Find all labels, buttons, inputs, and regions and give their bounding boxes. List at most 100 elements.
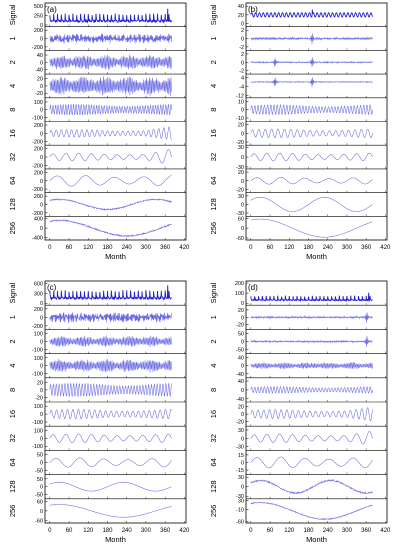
y-tick-label: -50 xyxy=(236,347,244,353)
row-label: 1 xyxy=(8,36,17,40)
y-tick-label: -10 xyxy=(236,508,244,514)
y-tick-label: 0 xyxy=(40,461,43,467)
x-tick-label: 240 xyxy=(323,528,334,534)
panel-label: (b) xyxy=(248,5,258,14)
series-line xyxy=(49,457,172,468)
series-line xyxy=(250,312,373,323)
series-line xyxy=(250,478,373,495)
series-line xyxy=(49,285,173,301)
series-line xyxy=(49,76,172,96)
y-tick-label: 0 xyxy=(241,388,244,394)
y-tick-label: 0 xyxy=(40,364,43,370)
y-tick-label: -20 xyxy=(236,323,244,329)
y-tick-label: -30 xyxy=(236,165,244,171)
x-axis-label: Month xyxy=(306,535,327,544)
y-tick-label: -20 xyxy=(236,140,244,146)
y-tick-label: 400 xyxy=(34,217,43,223)
series-line xyxy=(49,126,172,141)
row-label: 256 xyxy=(8,222,17,235)
row-label: 4 xyxy=(8,364,17,368)
x-tick-label: 420 xyxy=(179,528,190,534)
row-label: 256 xyxy=(209,222,218,235)
y-tick-label: 2 xyxy=(241,28,244,34)
series-line xyxy=(49,149,172,164)
y-tick-label: -40 xyxy=(236,372,244,378)
y-tick-label: 0 xyxy=(40,108,43,114)
row-scale-2: 2 -2 0 2 xyxy=(209,50,387,75)
y-tick-label: 200 xyxy=(34,147,43,153)
y-tick-label: 0 xyxy=(40,84,43,90)
row-label: 8 xyxy=(8,108,17,112)
y-tick-label: -20 xyxy=(236,420,244,426)
y-tick-label: -60 xyxy=(236,236,244,242)
x-tick-label: 180 xyxy=(303,245,314,251)
y-tick-label: 60 xyxy=(238,216,244,222)
row-label: 32 xyxy=(209,434,218,442)
y-tick-label: 0 xyxy=(40,340,43,346)
x-tick-label: 60 xyxy=(66,528,73,534)
x-tick-label: 240 xyxy=(122,528,133,534)
y-tick-label: -20 xyxy=(35,91,43,97)
y-tick-label: -60 xyxy=(35,518,43,524)
y-tick-label: 4 xyxy=(241,75,244,81)
x-axis-label: Month xyxy=(306,252,327,261)
row-label: 8 xyxy=(209,108,218,112)
x-tick-label: 180 xyxy=(102,245,113,251)
x-tick-label: 420 xyxy=(380,528,391,534)
y-tick-label: 0 xyxy=(40,436,43,442)
y-tick-label: 100 xyxy=(235,291,244,297)
series-line xyxy=(250,177,373,185)
row-scale-128: 128 -50 0 50 xyxy=(8,474,186,499)
series-line xyxy=(250,456,373,469)
row-scale-2: 2 -500 50 xyxy=(209,329,387,354)
row-label: Signal xyxy=(209,4,218,25)
series-line xyxy=(49,335,172,348)
y-tick-label: -200 xyxy=(32,140,43,146)
y-tick-label: 0 xyxy=(241,436,244,442)
row-label: 64 xyxy=(8,458,17,466)
series-line xyxy=(49,482,172,492)
y-tick-label: 40 xyxy=(37,53,43,59)
row-scale-256: 256 -400 0 400 xyxy=(8,216,186,242)
y-tick-label: -200 xyxy=(32,163,43,169)
row-label: 4 xyxy=(209,364,218,368)
row-scale-128: 128 -30 0 30 xyxy=(209,192,387,217)
row-label: 64 xyxy=(209,458,218,466)
row-scale-16: 16 -200 0 200 xyxy=(8,121,186,146)
panel-label: (c) xyxy=(47,283,57,292)
x-tick-label: 360 xyxy=(160,528,171,534)
y-tick-label: 0 xyxy=(40,315,43,321)
y-tick-label: 0 xyxy=(40,202,43,208)
row-label: 32 xyxy=(209,153,218,161)
y-tick-label: 20 xyxy=(238,308,244,314)
row-scale-256: 256 -60 -10 30 xyxy=(209,498,387,526)
y-tick-label: -100 xyxy=(32,444,43,450)
series-line xyxy=(49,504,172,518)
y-tick-label: 30 xyxy=(238,194,244,200)
y-tick-label: 0 xyxy=(241,22,244,28)
row-label: 8 xyxy=(209,388,218,392)
panel-c: Signal03006001-20002002-10001004-1000100… xyxy=(8,280,190,544)
series-line xyxy=(250,128,373,139)
row-label: 16 xyxy=(8,410,17,418)
series-line xyxy=(49,312,172,323)
y-tick-label: 0 xyxy=(40,37,43,43)
y-tick-label: -30 xyxy=(236,211,244,217)
y-tick-label: 40 xyxy=(238,356,244,362)
y-tick-label: 15 xyxy=(238,453,244,459)
y-tick-label: -30 xyxy=(236,494,244,500)
row-scale-1: 1 -20 020 xyxy=(209,304,387,330)
series-line xyxy=(49,54,172,70)
x-tick-label: 240 xyxy=(323,245,334,251)
series-line xyxy=(250,501,373,521)
y-tick-label: 0 xyxy=(241,37,244,43)
y-tick-label: 20 xyxy=(37,77,43,83)
y-tick-label: -100 xyxy=(32,420,43,426)
y-tick-label: 10 xyxy=(238,99,244,105)
row-scale-1: 1 -2 0 2 xyxy=(209,26,387,51)
x-tick-label: 300 xyxy=(141,528,152,534)
row-scale-256: 256 -60 0 60 xyxy=(8,498,186,524)
